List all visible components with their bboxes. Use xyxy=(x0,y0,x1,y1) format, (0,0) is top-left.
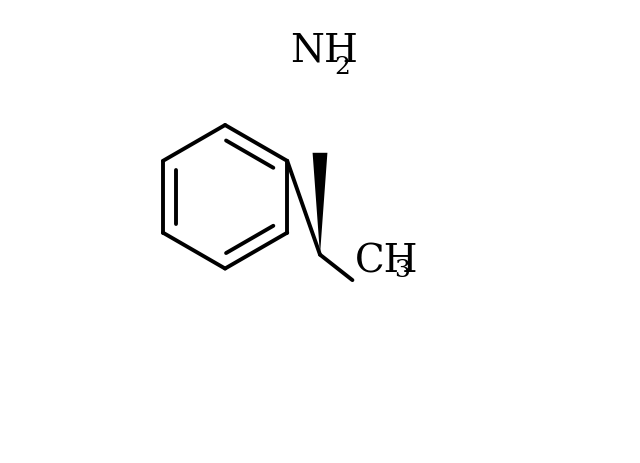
Text: CH: CH xyxy=(355,243,418,280)
Text: 2: 2 xyxy=(334,56,350,79)
Polygon shape xyxy=(312,153,328,255)
Text: 3: 3 xyxy=(394,259,410,282)
Text: NH: NH xyxy=(290,32,358,69)
